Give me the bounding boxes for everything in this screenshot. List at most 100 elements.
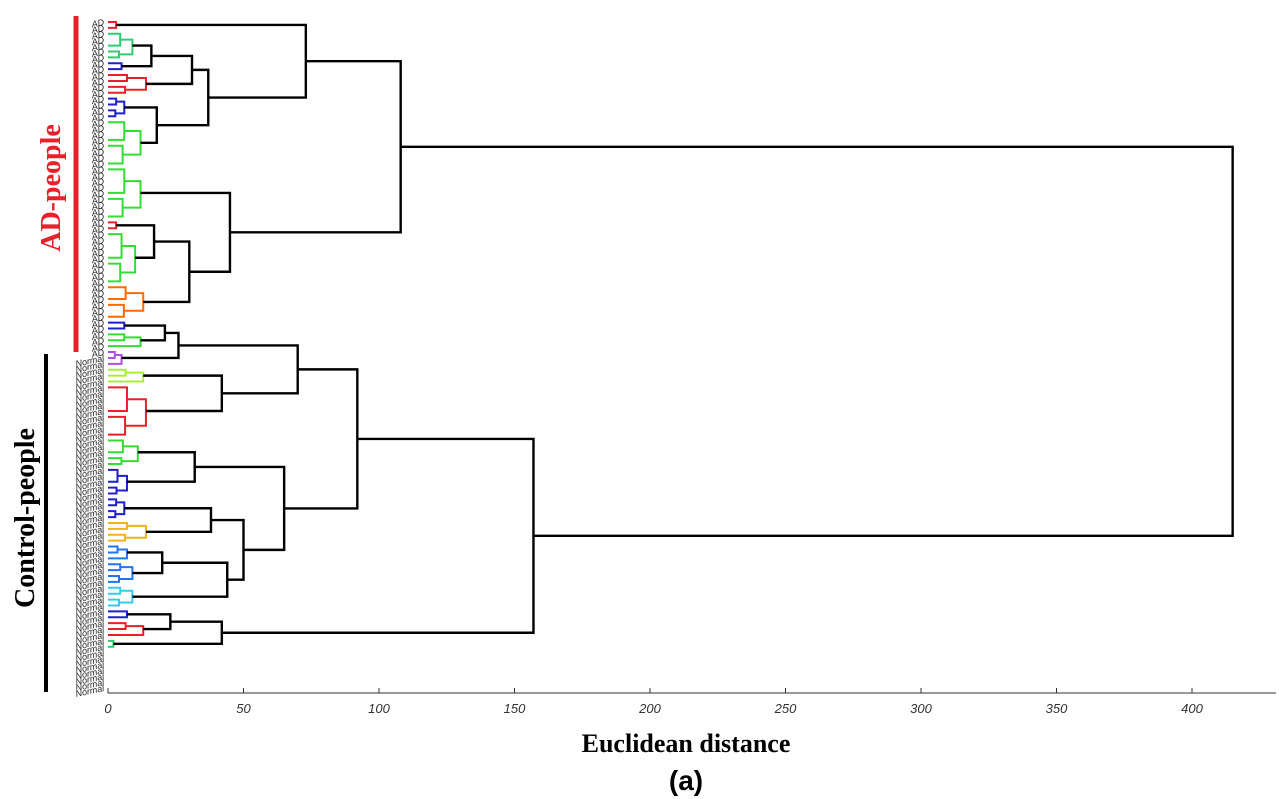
leaf-label: AD xyxy=(90,153,106,166)
leaf-label: AD xyxy=(90,335,106,348)
dendrogram-link xyxy=(122,130,142,156)
leaf-label: AD xyxy=(90,300,106,313)
leaf-label: AD xyxy=(90,347,106,360)
leaf-label: AD xyxy=(90,46,106,59)
leaf-label: AD xyxy=(90,135,106,148)
leaf-label: AD xyxy=(90,223,106,236)
leaf-label: AD xyxy=(90,147,106,160)
dendrogram-link xyxy=(108,197,124,218)
leaf-label: AD xyxy=(90,306,106,319)
leaf-label: AD xyxy=(90,312,106,325)
leaf-label: AD xyxy=(90,270,106,283)
dendrogram-link xyxy=(123,625,145,636)
dendrogram-link xyxy=(108,639,115,648)
leaf-label: AD xyxy=(90,176,106,189)
x-tick-label: 300 xyxy=(910,701,932,716)
dendrogram-link xyxy=(229,60,402,234)
x-tick-label: 0 xyxy=(104,701,112,716)
dendrogram-link xyxy=(116,548,128,560)
dendrogram-link xyxy=(108,62,123,71)
leaf-label: AD xyxy=(90,318,106,331)
dendrogram-link xyxy=(108,32,122,47)
leaf-label: AD xyxy=(90,229,106,242)
leaf-label: AD xyxy=(90,117,106,130)
x-tick-label: 250 xyxy=(774,701,797,716)
leaf-label: AD xyxy=(90,247,106,260)
dendrogram-link xyxy=(108,521,128,530)
dendrogram-link xyxy=(108,510,117,519)
leaf-label: AD xyxy=(90,111,106,124)
leaf-label: AD xyxy=(90,41,106,54)
dendrogram-link xyxy=(178,344,299,395)
dendrogram-link xyxy=(108,21,118,29)
leaf-label: AD xyxy=(90,123,106,136)
dendrogram-link xyxy=(123,292,145,312)
dendrogram-link xyxy=(108,333,126,342)
leaf-label: AD xyxy=(90,276,106,289)
dendrogram-link xyxy=(108,622,127,631)
dendrogram-link xyxy=(143,240,191,304)
leaf-label: AD xyxy=(90,76,106,89)
leaf-label: AD xyxy=(90,194,106,207)
dendrogram-link xyxy=(108,498,118,507)
dendrogram-link xyxy=(125,398,147,427)
dendrogram-link xyxy=(122,336,142,348)
leaf-labels: ADADADADADADADADADADADADADADADADADADADAD… xyxy=(75,17,106,699)
dendrogram-link xyxy=(123,371,145,383)
leaf-label: AD xyxy=(90,259,106,272)
dendrogram-link xyxy=(108,586,122,595)
dendrogram-link xyxy=(122,180,142,209)
leaf-label: AD xyxy=(90,212,106,225)
dendrogram-link xyxy=(121,44,153,68)
leaf-label: AD xyxy=(90,170,106,183)
leaf-label: AD xyxy=(90,70,106,83)
leaf-label: AD xyxy=(90,141,106,154)
leaf-label: AD xyxy=(90,235,106,248)
dendrogram-link xyxy=(108,109,117,118)
leaf-label: AD xyxy=(90,282,106,295)
dendrogram-link xyxy=(108,545,119,554)
x-tick-label: 350 xyxy=(1046,701,1068,716)
x-axis: 0 50 100 150 200 250 300 350 400 xyxy=(104,688,1276,716)
leaf-label: AD xyxy=(90,217,106,230)
dendrogram-link xyxy=(284,368,359,510)
dendrogram-link xyxy=(108,233,123,259)
leaf-label: AD xyxy=(90,82,106,95)
dendrogram-link xyxy=(400,145,1234,538)
dendrogram-link xyxy=(114,354,123,365)
dendrogram-link xyxy=(108,221,118,230)
dendrogram-link xyxy=(108,303,125,318)
leaf-label: AD xyxy=(90,329,106,342)
dendrogram-link xyxy=(116,474,128,492)
dendrogram-link xyxy=(108,486,118,495)
leaf-label: AD xyxy=(90,52,106,65)
group-label-ad: AD-people xyxy=(36,124,67,252)
leaf-label: AD xyxy=(90,253,106,266)
x-tick-label: 150 xyxy=(504,701,526,716)
leaf-label: AD xyxy=(90,23,106,36)
dendrogram-link xyxy=(108,468,119,483)
dendrogram-link xyxy=(108,610,128,619)
dendrogram-link xyxy=(108,563,122,572)
dendrogram-link xyxy=(108,286,127,301)
x-tick-label: 50 xyxy=(236,701,251,716)
x-tick-label: 400 xyxy=(1181,701,1203,716)
leaf-label: AD xyxy=(90,88,106,101)
leaf-label: AD xyxy=(90,100,106,113)
dendrogram-link xyxy=(108,351,116,359)
leaf-label: AD xyxy=(90,294,106,307)
dendrogram-link xyxy=(124,507,213,534)
leaf-label: AD xyxy=(90,29,106,42)
dendrogram-link xyxy=(108,121,126,141)
dendrogram-link xyxy=(108,439,124,454)
dendrogram-link xyxy=(108,575,120,583)
dendrogram-link xyxy=(108,386,128,412)
leaf-label: AD xyxy=(90,64,106,77)
leaf-label: AD xyxy=(90,17,106,30)
dendrogram-link xyxy=(108,321,126,330)
leaf-label: AD xyxy=(90,341,106,354)
leaf-label: AD xyxy=(90,323,106,336)
x-tick-label: 100 xyxy=(368,701,390,716)
dendrogram-link xyxy=(108,74,128,82)
